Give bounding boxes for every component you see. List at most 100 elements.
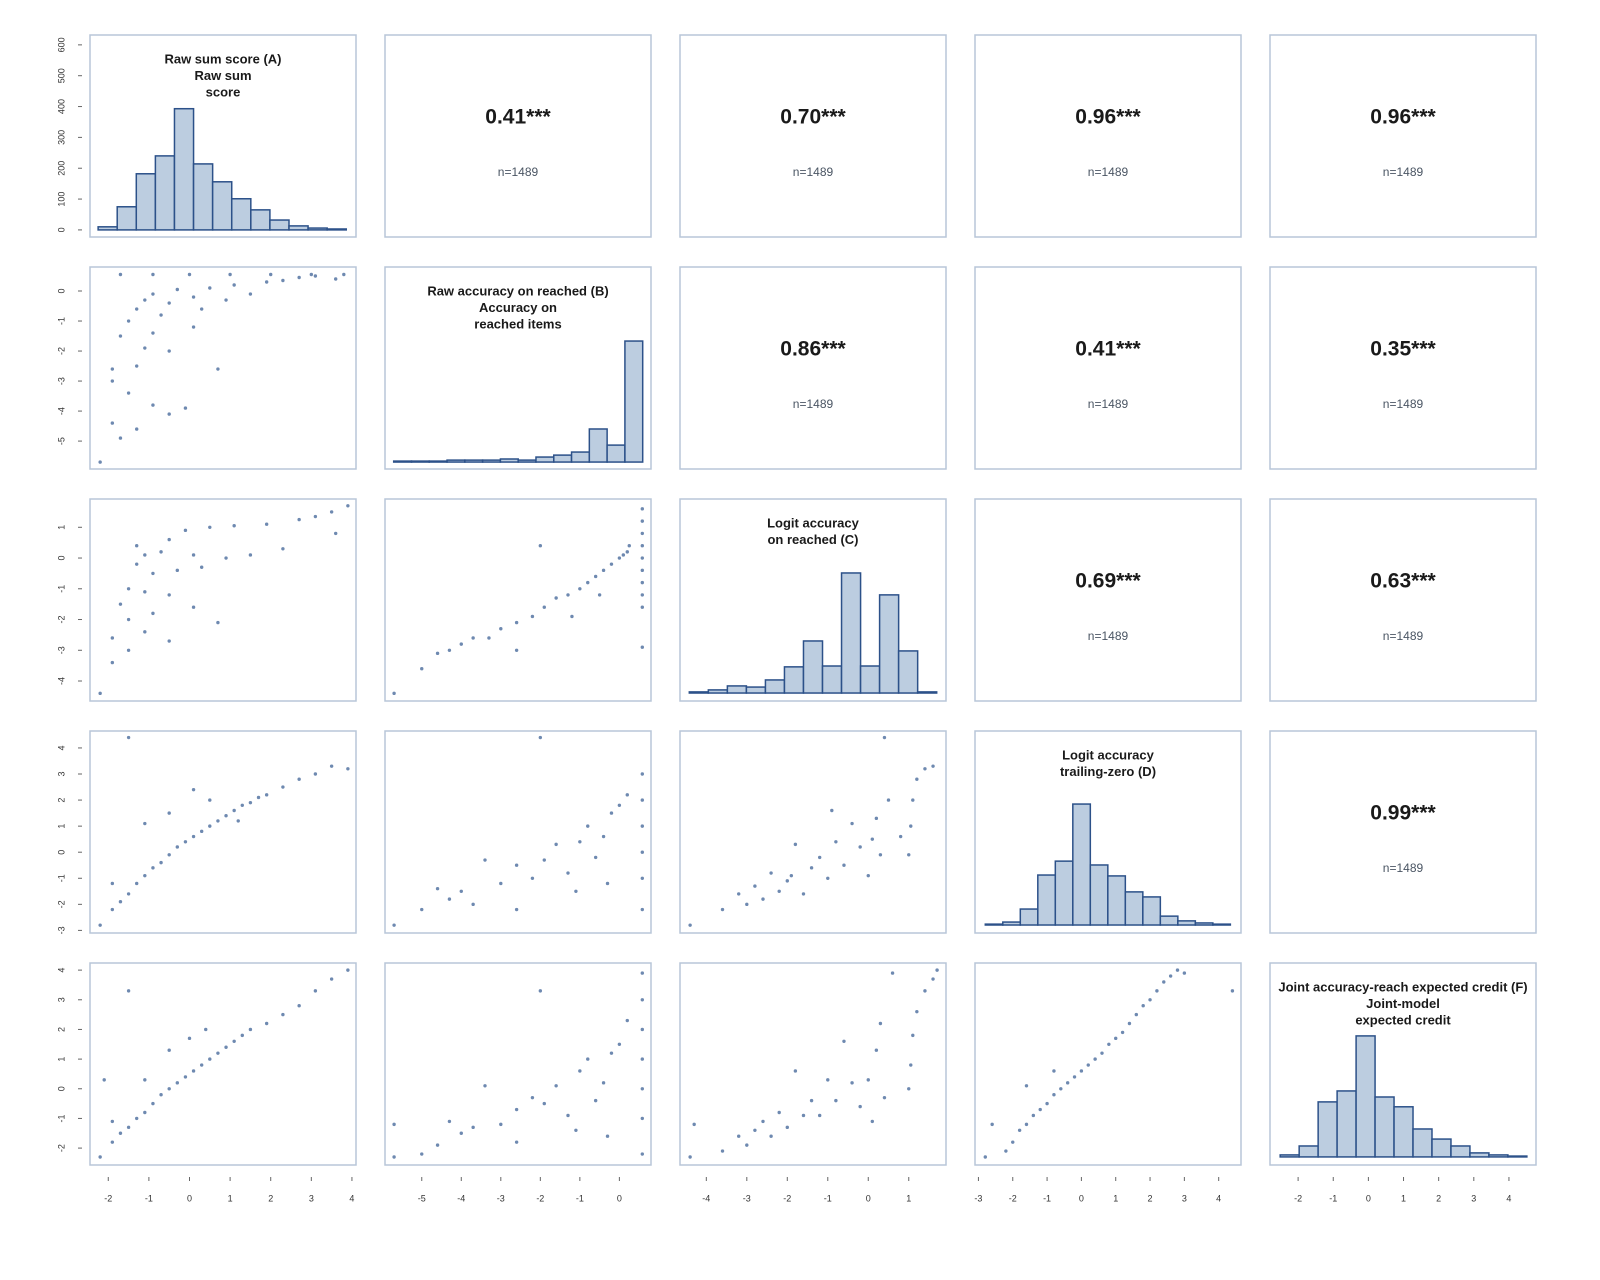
- scatter-point: [216, 367, 220, 371]
- histogram-bar: [154, 155, 176, 231]
- scatter-point: [882, 1095, 887, 1100]
- x-tick-label: -1: [1329, 1193, 1337, 1203]
- scatter-point: [586, 824, 590, 828]
- panel-frame: [384, 266, 652, 470]
- histogram-bar: [1336, 1090, 1357, 1158]
- scatter-point: [1230, 989, 1235, 993]
- scatter-point: [566, 1113, 570, 1118]
- scatter-point: [471, 636, 475, 640]
- scatter-point: [256, 795, 261, 800]
- scatter-point: [183, 840, 188, 844]
- scatter-point: [392, 923, 396, 927]
- scatter-point: [907, 853, 911, 857]
- scatter-point: [609, 1051, 614, 1055]
- panel-frame: [89, 730, 357, 934]
- scatter-point: [392, 1122, 396, 1127]
- scatter-point: [143, 873, 147, 878]
- scatter-point: [313, 514, 318, 519]
- histogram-bar: [481, 459, 502, 463]
- scatter-point: [447, 648, 452, 652]
- scatter-point: [1031, 1113, 1036, 1118]
- scatter-point: [793, 842, 798, 847]
- scatter-point: [151, 1101, 155, 1106]
- scatter-point: [232, 283, 236, 287]
- scatter-point: [911, 798, 915, 802]
- scatter-point: [204, 1027, 208, 1032]
- scatter-point: [135, 364, 139, 368]
- histogram-bar: [1177, 920, 1197, 926]
- panel-frame: [384, 962, 652, 1166]
- histogram-bar: [230, 198, 252, 231]
- scatter-point: [566, 593, 570, 597]
- scatter-point: [640, 1152, 645, 1156]
- scatter-point: [126, 617, 131, 622]
- histogram-bar: [688, 691, 710, 694]
- x-tick-label: -3: [743, 1193, 751, 1203]
- scatter-point: [281, 547, 285, 551]
- y-tick-label: -2: [56, 900, 66, 908]
- histogram-bar: [446, 459, 466, 463]
- correlation-value: 0.96***: [1370, 106, 1436, 129]
- scatter-point: [447, 1119, 452, 1124]
- scatter-point: [346, 504, 350, 508]
- histogram-bar: [1450, 1145, 1471, 1158]
- scatter-point: [834, 840, 838, 844]
- scatter-point: [1011, 1140, 1015, 1144]
- sample-size: n=1489: [1383, 165, 1424, 179]
- scatter-point: [98, 460, 102, 464]
- scatter-point: [248, 292, 253, 296]
- scatter-point: [151, 611, 155, 616]
- scatter-point: [777, 1110, 781, 1115]
- x-tick-label: 1: [906, 1193, 911, 1203]
- scatter-point: [514, 863, 519, 867]
- scatter-point: [487, 636, 491, 640]
- scatter-point: [110, 367, 115, 371]
- scatter-point: [640, 850, 645, 854]
- scatter-point: [785, 1125, 789, 1130]
- scatter-point: [640, 998, 645, 1002]
- scatter-point: [447, 897, 452, 901]
- scatter-point: [118, 900, 123, 904]
- scatter-point: [346, 767, 350, 771]
- scatter-point: [483, 1084, 487, 1088]
- correlation-value: 0.99***: [1370, 802, 1436, 825]
- scatter-point: [151, 571, 155, 576]
- scatter-point: [858, 1104, 862, 1109]
- y-tick-label: -4: [56, 677, 66, 685]
- x-tick-label: 1: [1401, 1193, 1406, 1203]
- scatter-point: [297, 1004, 301, 1008]
- histogram-bar: [410, 460, 431, 463]
- scatter-point: [143, 346, 147, 350]
- scatter-point: [435, 651, 440, 656]
- scatter-point: [240, 803, 244, 807]
- scatter-point: [761, 1119, 765, 1124]
- scatter-point: [224, 298, 228, 302]
- scatter-point: [135, 562, 139, 566]
- scatter-point: [118, 272, 123, 277]
- histogram-bar: [192, 163, 214, 231]
- x-tick-label: 2: [1148, 1193, 1153, 1203]
- histogram-bar: [1002, 921, 1022, 926]
- histogram-bar: [1089, 864, 1109, 926]
- x-tick-label: -3: [974, 1193, 982, 1203]
- scatter-point: [224, 814, 228, 818]
- scatter-point: [333, 531, 338, 536]
- scatter-point: [870, 1119, 875, 1124]
- histogram-bar: [1212, 923, 1232, 926]
- histogram-bar: [97, 226, 118, 231]
- scatter-point: [898, 834, 903, 839]
- y-tick-label: 2: [56, 798, 66, 803]
- histogram-bar: [783, 666, 805, 694]
- y-tick-label: 0: [56, 227, 66, 232]
- scatter-point: [745, 1143, 749, 1147]
- scatter-point: [640, 531, 645, 536]
- scatter-point: [269, 272, 273, 277]
- panel-frame: [89, 34, 357, 238]
- scatter-point: [777, 889, 781, 893]
- scatter-point: [392, 1155, 396, 1159]
- scatter-point: [625, 793, 629, 797]
- scatter-point: [601, 1081, 606, 1085]
- y-tick-label: -2: [56, 347, 66, 355]
- scatter-point: [1148, 998, 1152, 1002]
